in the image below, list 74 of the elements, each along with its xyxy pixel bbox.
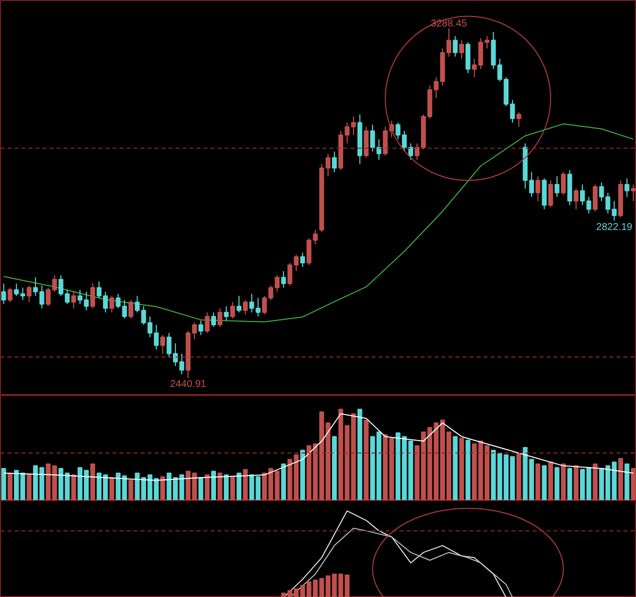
candlestick [1, 283, 6, 305]
bar [109, 477, 114, 500]
annotation: 3288.45 [430, 18, 468, 30]
candlestick [554, 176, 560, 198]
bar [624, 463, 630, 500]
candlestick [459, 40, 464, 60]
bar [618, 458, 624, 500]
annotation: 2440.91 [170, 379, 207, 390]
candlestick [396, 122, 400, 140]
candlestick [242, 300, 248, 315]
candlestick [236, 295, 242, 313]
bar [26, 474, 32, 500]
bar [560, 463, 566, 500]
bar [274, 470, 280, 500]
candlestick [281, 270, 286, 288]
bar [567, 468, 572, 500]
bar [542, 465, 547, 500]
bar [536, 463, 540, 500]
bar [357, 408, 362, 500]
candlestick [128, 300, 134, 320]
candlestick [560, 172, 566, 196]
candlestick [516, 112, 522, 128]
candlestick [300, 252, 306, 268]
candlestick [109, 295, 114, 313]
bar [554, 467, 560, 500]
bar [236, 472, 242, 500]
bar [211, 470, 216, 500]
annotation: 2822.19 [596, 222, 633, 233]
candlestick [630, 184, 636, 202]
bar [459, 438, 464, 500]
candlestick [198, 320, 204, 336]
bar [452, 436, 458, 500]
bar [574, 465, 578, 500]
candlestick [26, 285, 32, 303]
candlestick [274, 274, 280, 292]
candlestick [134, 295, 140, 313]
candlestick [71, 291, 76, 309]
bar [630, 468, 636, 500]
bar [230, 476, 236, 500]
candlestick [90, 283, 96, 309]
candlestick [548, 180, 554, 208]
candlestick [536, 176, 540, 202]
bar [281, 463, 286, 500]
bar [128, 480, 134, 500]
candlestick [224, 306, 229, 322]
bar [466, 440, 470, 500]
candlestick [211, 312, 216, 328]
bar [218, 472, 222, 500]
bar [242, 468, 248, 500]
bar [8, 472, 12, 500]
bar [224, 474, 229, 500]
bar [198, 477, 204, 500]
bar [300, 450, 306, 500]
candlestick [592, 184, 598, 212]
candlestick [624, 178, 630, 198]
bar [364, 420, 369, 500]
bar [204, 474, 210, 500]
candlestick [472, 58, 477, 78]
candlestick [204, 312, 210, 334]
candlestick [160, 334, 166, 354]
bar [472, 443, 477, 500]
bar [71, 474, 76, 500]
bar [592, 463, 598, 500]
bar [1, 468, 6, 500]
bar [90, 463, 96, 500]
candlestick [230, 302, 236, 320]
bar [332, 436, 337, 500]
bar [548, 462, 554, 500]
candlestick [574, 188, 578, 210]
candlestick [332, 151, 337, 173]
candlestick [8, 287, 12, 303]
candlestick [452, 36, 458, 58]
candlestick [218, 308, 222, 328]
bar [516, 452, 522, 500]
